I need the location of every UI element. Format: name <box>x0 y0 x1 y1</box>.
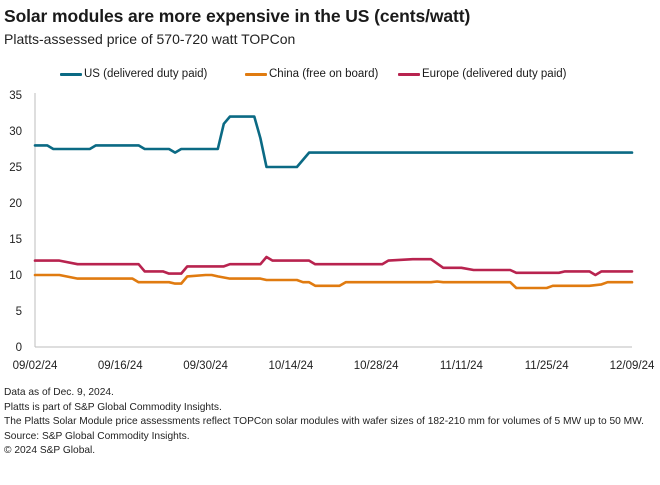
legend-swatch-china <box>245 72 267 76</box>
legend-item-europe: Europe (delivered duty paid) <box>398 68 566 80</box>
chart-subtitle: Platts-assessed price of 570-720 watt TO… <box>4 31 296 47</box>
legend-item-china: China (free on board) <box>245 68 378 80</box>
legend-label-us: US (delivered duty paid) <box>84 68 208 80</box>
legend-swatch-europe <box>398 72 420 76</box>
chart-footer: Data as of Dec. 9, 2024. Platts is part … <box>4 386 654 459</box>
series-line-us <box>33 115 634 169</box>
footer-copyright: © 2024 S&P Global. <box>4 445 96 456</box>
x-tick-label: 11/25/24 <box>525 360 570 372</box>
series-line-china <box>33 273 634 290</box>
y-tick-label: 0 <box>16 342 22 354</box>
x-tick-label: 11/11/24 <box>440 360 484 372</box>
chart-legend: US (delivered duty paid) China (free on … <box>0 68 660 84</box>
y-tick-label: 15 <box>9 234 22 246</box>
legend-label-europe: Europe (delivered duty paid) <box>422 68 567 80</box>
chart-axes <box>34 93 632 348</box>
chart-title: Solar modules are more expensive in the … <box>4 6 471 26</box>
y-tick-label: 25 <box>9 162 22 174</box>
series-line-europe <box>33 255 634 277</box>
y-axis-ticks: 0 5 10 15 20 25 30 35 <box>9 90 22 354</box>
footer-data-date: Data as of Dec. 9, 2024. <box>4 387 114 398</box>
line-chart: 0 5 10 15 20 25 30 35 09/02/24 09/16/24 09/30/24 1… <box>9 90 655 372</box>
x-tick-label: 09/02/24 <box>13 360 58 372</box>
x-tick-label: 10/14/24 <box>268 360 313 372</box>
x-tick-label: 09/16/24 <box>98 360 143 372</box>
y-tick-label: 35 <box>9 90 22 102</box>
x-axis-ticks: 09/02/24 09/16/24 09/30/24 10/14/24 10/28/24… <box>13 360 655 372</box>
footer-source: Source: S&P Global Commodity Insights. <box>4 430 190 442</box>
chart-series <box>33 115 634 290</box>
legend-item-us: US (delivered duty paid) <box>60 68 207 80</box>
legend-swatch-us <box>60 72 82 76</box>
footer-methodology-note: The Platts Solar Module price assessment… <box>4 416 644 427</box>
legend-label-china: China (free on board) <box>269 68 379 80</box>
x-tick-label: 12/09/24 <box>610 360 655 372</box>
y-tick-label: 30 <box>9 126 22 138</box>
x-tick-label: 09/30/24 <box>183 360 228 372</box>
y-tick-label: 20 <box>9 198 22 210</box>
x-tick-label: 10/28/24 <box>354 360 399 372</box>
y-tick-label: 10 <box>9 270 22 282</box>
y-tick-label: 5 <box>16 306 22 318</box>
footer-platts-note: Platts is part of S&P Global Commodity I… <box>4 401 222 413</box>
